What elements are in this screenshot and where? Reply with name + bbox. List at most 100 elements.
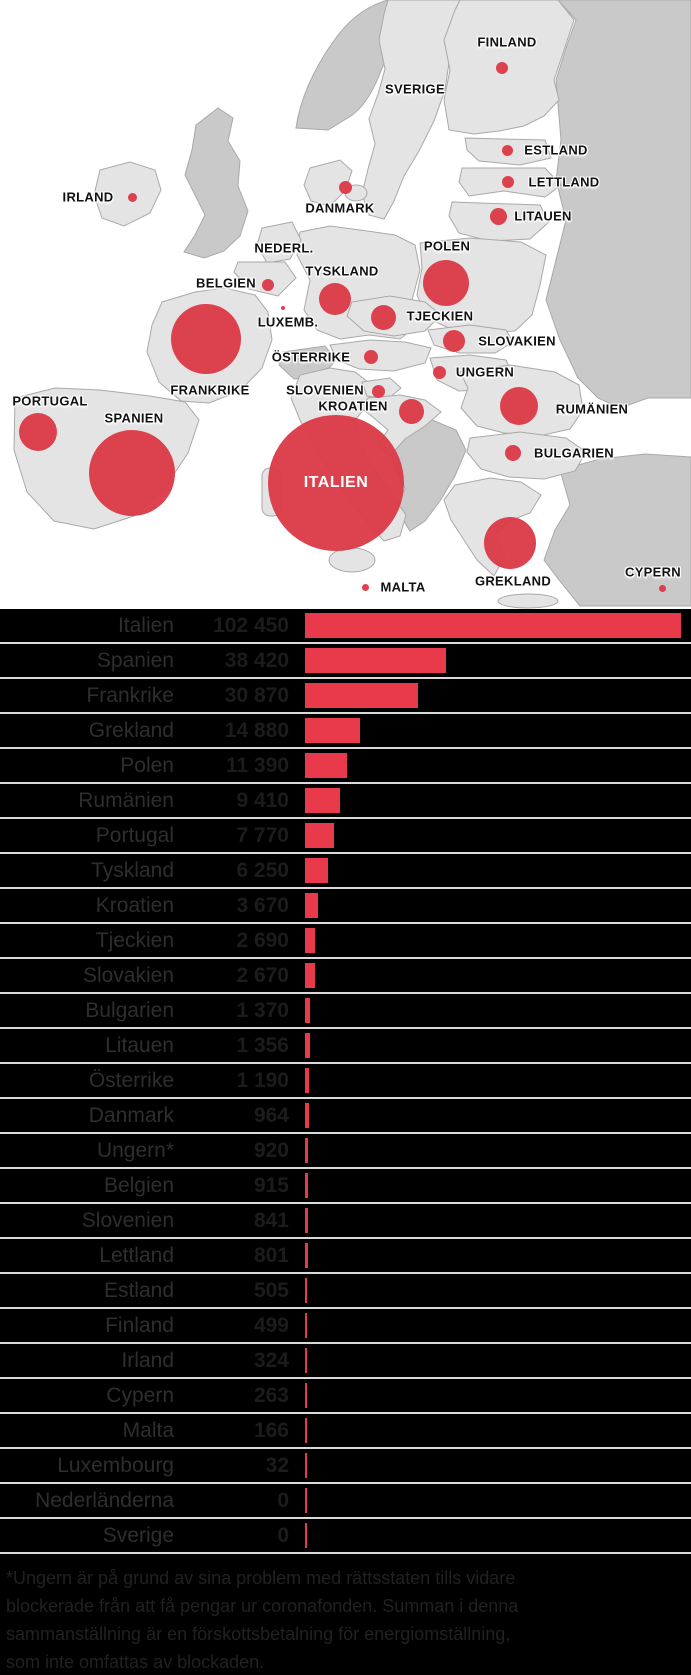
row-bar-track [305, 1064, 691, 1097]
table-row-sterrike: Österrike 1 190 [0, 1064, 691, 1099]
country-label-belgien: BELGIEN [196, 275, 256, 291]
country-label-bulgarien: BULGARIEN [534, 445, 614, 461]
country-label-sverige: SVERIGE [385, 81, 445, 97]
land-denmark [303, 159, 353, 207]
row-label: Frankrike [86, 683, 174, 707]
row-bar [305, 893, 319, 918]
row-label: Luxembourg [57, 1453, 174, 1477]
row-label: Irland [121, 1348, 174, 1372]
row-value: 166 [253, 1418, 289, 1442]
row-bar [305, 1173, 309, 1198]
table-row-polen: Polen 11 390 [0, 749, 691, 784]
country-label-frankrike: FRANKRIKE [170, 382, 250, 398]
row-bar [305, 1313, 307, 1338]
table-row-rumnien: Rumänien 9 410 [0, 784, 691, 819]
row-value: 324 [253, 1348, 289, 1372]
row-label: Ungern* [96, 1138, 174, 1162]
table-row-kroatien: Kroatien 3 670 [0, 889, 691, 924]
country-bubble-danmark [338, 180, 352, 194]
row-value: 0 [277, 1523, 289, 1547]
country-bubble-kroatien [398, 398, 424, 424]
row-bar-track [305, 1134, 691, 1167]
row-bar [305, 823, 334, 848]
row-label: Kroatien [95, 893, 174, 917]
country-label-grekland: GREKLAND [474, 573, 552, 589]
row-value: 920 [253, 1138, 289, 1162]
row-value: 801 [253, 1243, 289, 1267]
country-label-portugal: PORTUGAL [12, 393, 88, 409]
country-bubble-slovenien [371, 384, 385, 398]
land-ireland [93, 161, 162, 227]
row-bar-track [305, 1204, 691, 1237]
europe-map-shapes [13, 0, 691, 609]
table-row-belgien: Belgien 915 [0, 1169, 691, 1204]
row-bar [305, 648, 446, 673]
row-value: 11 390 [225, 753, 289, 777]
row-bar-track [305, 609, 691, 642]
row-bar [305, 1383, 307, 1408]
row-label: Österrike [88, 1068, 174, 1092]
table-row-grekland: Grekland 14 880 [0, 714, 691, 749]
row-bar [305, 613, 681, 638]
row-bar-track [305, 1449, 691, 1482]
table-row-portugal: Portugal 7 770 [0, 819, 691, 854]
country-label-slovakien: SLOVAKIEN [478, 333, 556, 349]
row-bar-track [305, 679, 691, 712]
row-bar [305, 1208, 309, 1233]
country-label-tjeckien: TJECKIEN [406, 308, 474, 324]
row-value: 1 356 [236, 1033, 289, 1057]
row-label: Tyskland [91, 858, 174, 882]
country-label-nederl: NEDERL. [254, 240, 314, 256]
row-label: Slovakien [82, 963, 174, 987]
row-bar [305, 788, 340, 813]
footnote-line: *Ungern är på grund av sina problem med … [6, 1568, 516, 1588]
row-value: 32 [265, 1453, 289, 1477]
country-bubble-polen [423, 260, 469, 306]
table-row-ungern: Ungern* 920 [0, 1134, 691, 1169]
table-row-sverige: Sverige 0 [0, 1519, 691, 1554]
country-bubble-tjeckien [370, 304, 396, 330]
row-value: 2 670 [236, 963, 289, 987]
row-label: Portugal [95, 823, 174, 847]
country-bubble-estland [501, 144, 513, 156]
row-bar [305, 718, 360, 743]
row-label: Slovenien [81, 1208, 174, 1232]
row-bar-track [305, 1029, 691, 1062]
row-value: 505 [253, 1278, 289, 1302]
row-bar [305, 1278, 307, 1303]
row-label: Polen [120, 753, 174, 777]
row-bar-track [305, 924, 691, 957]
country-label-estland: ESTLAND [524, 142, 588, 158]
country-label-cypern: CYPERN [625, 564, 681, 580]
table-row-cypern: Cypern 263 [0, 1379, 691, 1414]
country-bubble-grekland [484, 517, 536, 569]
table-row-slovakien: Slovakien 2 670 [0, 959, 691, 994]
row-value: 3 670 [236, 893, 289, 917]
row-bar [305, 1243, 308, 1268]
row-bar [305, 928, 315, 953]
table-row-litauen: Litauen 1 356 [0, 1029, 691, 1064]
land-austria [329, 339, 432, 372]
row-label: Bulgarien [85, 998, 174, 1022]
land-crete [497, 593, 559, 609]
country-bubble-frankrike [171, 304, 241, 374]
country-bubble-osterrike [364, 350, 378, 364]
footnote: *Ungern är på grund av sina problem med … [0, 1554, 691, 1675]
country-bubble-irland [127, 192, 137, 202]
row-value: 102 450 [213, 613, 289, 637]
land-finland [443, 0, 575, 135]
country-label-lettland: LETTLAND [528, 174, 600, 190]
row-value: 499 [253, 1313, 289, 1337]
land-turkey [543, 453, 691, 607]
row-bar [305, 1138, 309, 1163]
row-value: 915 [253, 1173, 289, 1197]
row-bar [305, 1348, 307, 1373]
row-bar-track [305, 1379, 691, 1412]
country-bubble-finland [496, 62, 508, 74]
row-label: Nederländerna [35, 1488, 174, 1512]
row-label: Sverige [102, 1523, 174, 1547]
row-bar-track [305, 644, 691, 677]
table-row-spanien: Spanien 38 420 [0, 644, 691, 679]
row-value: 14 880 [224, 718, 289, 742]
row-bar-track [305, 1099, 691, 1132]
